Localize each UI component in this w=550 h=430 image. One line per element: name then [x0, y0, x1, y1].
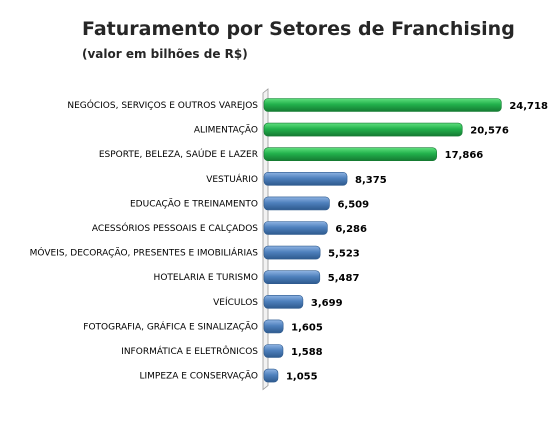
bar	[263, 221, 328, 235]
bar	[263, 172, 348, 186]
value-label: 6,509	[337, 199, 369, 210]
bar	[263, 122, 463, 137]
category-label: EDUCAÇÃO E TREINAMENTO	[130, 198, 258, 209]
category-label: ALIMENTAÇÃO	[194, 125, 258, 136]
category-label: LIMPEZA E CONSERVAÇÃO	[140, 371, 259, 382]
value-label: 17,866	[445, 150, 484, 161]
axis-wall-shape	[262, 88, 269, 391]
value-label: 24,718	[509, 101, 548, 112]
bar	[263, 294, 304, 309]
bar	[263, 344, 284, 358]
category-label: MÓVEIS, DECORAÇÃO, PRESENTES E IMOBILIÁR…	[30, 247, 259, 259]
bar	[263, 147, 437, 161]
bar	[263, 245, 321, 260]
category-label: HOTELARIA E TURISMO	[154, 273, 258, 283]
bars-layer	[263, 98, 502, 383]
chart-title: Faturamento por Setores de Franchising	[82, 18, 515, 40]
value-label: 1,605	[291, 322, 323, 333]
category-label: INFORMÁTICA E ELETRÔNICOS	[121, 345, 258, 357]
bar	[263, 319, 284, 334]
category-label: ESPORTE, BELEZA, SAÚDE E LAZER	[99, 148, 258, 160]
category-label: ACESSÓRIOS PESSOAIS E CALÇADOS	[92, 222, 258, 234]
value-label: 5,487	[328, 273, 360, 284]
value-label: 1,588	[291, 347, 323, 358]
value-label: 5,523	[328, 249, 360, 260]
category-label: VESTUÁRIO	[206, 173, 258, 185]
value-label: 3,699	[311, 298, 343, 309]
category-label: FOTOGRAFIA, GRÁFICA E SINALIZAÇÃO	[83, 320, 258, 332]
bar	[263, 368, 279, 383]
category-label: NEGÓCIOS, SERVIÇOS E OUTROS VAREJOS	[67, 99, 258, 111]
value-label: 1,055	[286, 372, 318, 383]
category-label: VEÍCULOS	[213, 296, 258, 308]
bar	[263, 270, 321, 285]
value-label: 8,375	[355, 175, 387, 186]
bar	[263, 196, 330, 211]
labels-layer: NEGÓCIOS, SERVIÇOS E OUTROS VAREJOS 24,71…	[30, 99, 548, 383]
axis-wall	[262, 88, 269, 391]
chart-subtitle: (valor em bilhões de R$)	[82, 47, 248, 61]
value-label: 20,576	[470, 126, 509, 137]
bar	[263, 98, 502, 112]
value-label: 6,286	[335, 224, 367, 235]
